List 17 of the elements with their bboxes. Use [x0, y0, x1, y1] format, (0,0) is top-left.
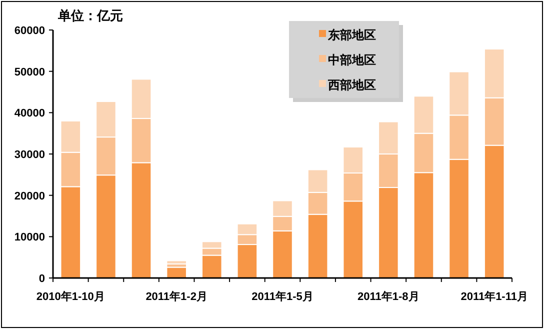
y-tick-label: 60000	[14, 25, 45, 37]
bar	[166, 260, 187, 264]
x-tick-label: 2010年1-10月	[36, 290, 105, 303]
x-tick-label: 2011年1-5月	[252, 290, 314, 303]
legend-label: 东部地区	[327, 28, 376, 42]
chart-title: 单位：亿元	[57, 8, 123, 23]
y-tick-label: 50000	[14, 66, 45, 78]
y-tick-label: 0	[38, 273, 45, 285]
legend-label: 西部地区	[327, 78, 376, 92]
x-tick-label: 2011年1-8月	[358, 290, 420, 303]
y-tick-label: 30000	[14, 149, 45, 161]
legend-label: 中部地区	[328, 53, 376, 67]
y-tick-label: 20000	[14, 190, 45, 202]
y-tick-label: 40000	[14, 108, 45, 120]
x-tick-label: 2011年1-2月	[146, 290, 208, 303]
x-tick-label: 2011年1-11月	[460, 290, 528, 303]
y-tick-label: 10000	[14, 232, 45, 244]
